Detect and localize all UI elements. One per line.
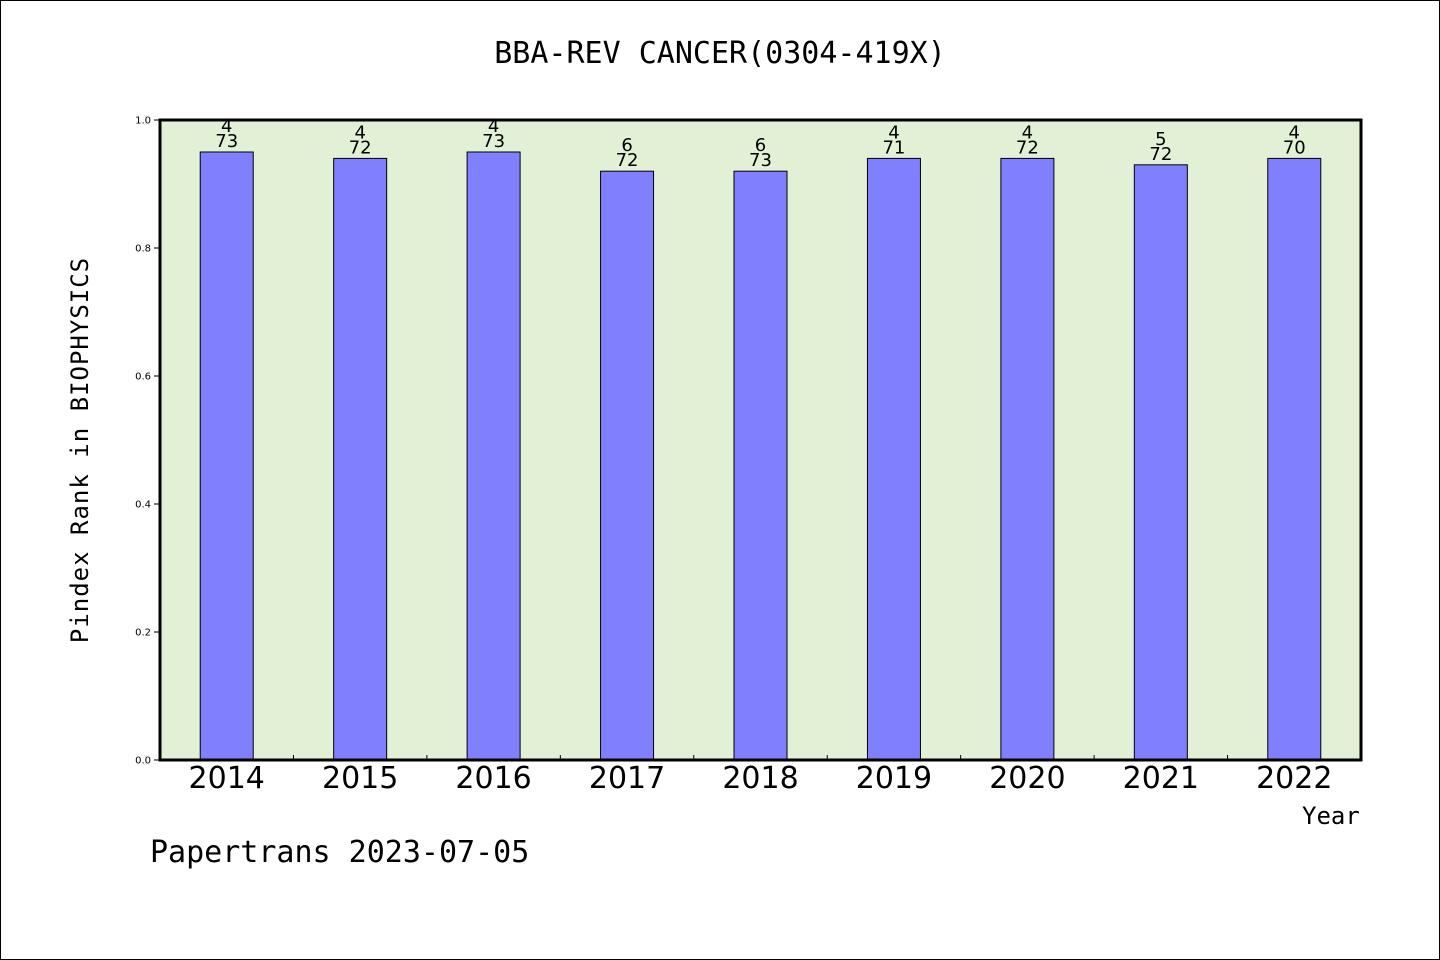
bar-rank-label: 4: [221, 116, 232, 137]
bar-2016: [466, 151, 521, 761]
x-tick-label: 2017: [589, 761, 665, 796]
x-tick-label: 2021: [1123, 761, 1199, 796]
x-tick-label: 2015: [322, 761, 398, 796]
bar-2022: [1267, 157, 1322, 761]
bar-2021: [1133, 164, 1188, 761]
bar-total-label: 73: [215, 131, 238, 152]
x-tick-label: 2016: [455, 761, 531, 796]
x-tick-label: 2018: [722, 761, 798, 796]
bar-rank-label: 4: [354, 122, 365, 143]
bar-total-label: 71: [882, 137, 905, 158]
bar-rank-label: 4: [1289, 122, 1300, 143]
y-tick-label: 0.6: [135, 372, 151, 383]
bar-2020: [1000, 157, 1055, 761]
bar-rank-label: 4: [1022, 122, 1033, 143]
bar-rank-label: 4: [888, 122, 899, 143]
bar-rank-label: 6: [621, 135, 632, 156]
bar-total-label: 73: [749, 150, 772, 171]
chart-title: BBA-REV CANCER(0304-419X): [494, 36, 946, 71]
x-tick-label: 2020: [989, 761, 1065, 796]
bar-2018: [733, 170, 788, 761]
bar-2019: [866, 157, 921, 761]
x-tick-label: 2014: [189, 761, 265, 796]
y-tick-label: 0.8: [135, 244, 151, 255]
y-tick-label: 0.0: [135, 756, 151, 767]
y-tick-label: 0.2: [135, 628, 151, 639]
bar-2014: [199, 151, 254, 761]
bar-rank-label: 5: [1155, 129, 1166, 150]
y-tick-label: 1.0: [135, 116, 151, 127]
bar-rank-label: 6: [755, 135, 766, 156]
bar-total-label: 72: [349, 137, 372, 158]
x-axis-label: Year: [1302, 802, 1360, 830]
bar-total-label: 72: [1149, 144, 1172, 165]
bar-total-label: 70: [1283, 137, 1306, 158]
bar-total-label: 73: [482, 131, 505, 152]
bar-2017: [600, 170, 655, 761]
x-tick-label: 2022: [1256, 761, 1332, 796]
bar-total-label: 72: [616, 150, 639, 171]
bar-2015: [333, 157, 388, 761]
bar-total-label: 72: [1016, 137, 1039, 158]
plot-border: [158, 118, 1363, 762]
bar-rank-label: 4: [488, 116, 499, 137]
footer-credit: Papertrans 2023-07-05: [150, 835, 530, 870]
x-tick-label: 2019: [856, 761, 932, 796]
y-tick-label: 0.4: [135, 500, 151, 511]
